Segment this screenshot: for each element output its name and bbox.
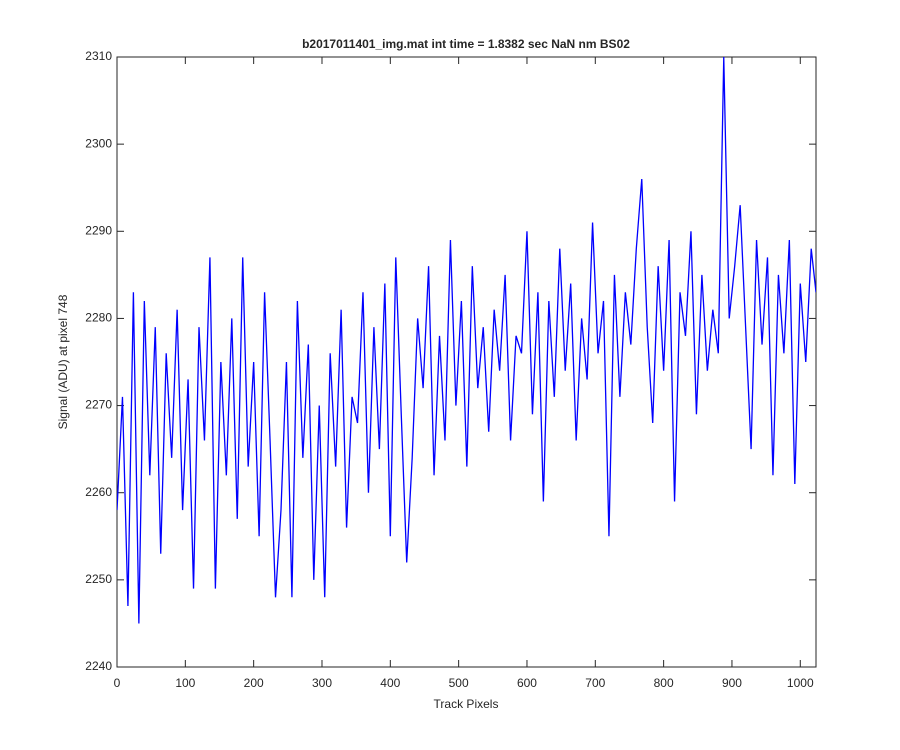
- x-tick-label: 800: [654, 676, 674, 690]
- x-tick-label: 300: [312, 676, 332, 690]
- y-tick-label: 2290: [85, 223, 112, 237]
- x-tick-label: 700: [585, 676, 605, 690]
- y-tick-label: 2270: [85, 398, 112, 412]
- y-tick-label: 2260: [85, 485, 112, 499]
- x-tick-label: 900: [722, 676, 742, 690]
- y-tick-label: 2280: [85, 311, 112, 325]
- x-tick-label: 400: [380, 676, 400, 690]
- plot-area: [116, 56, 817, 668]
- y-tick-label: 2250: [85, 572, 112, 586]
- chart-title: b2017011401_img.mat int time = 1.8382 se…: [302, 37, 630, 51]
- x-tick-label: 1000: [787, 676, 814, 690]
- data-line: [117, 57, 816, 624]
- x-tick-label: 200: [244, 676, 264, 690]
- y-tick-label: 2240: [85, 659, 112, 673]
- x-tick-label: 100: [175, 676, 195, 690]
- x-tick-label: 600: [517, 676, 537, 690]
- y-tick-label: 2300: [85, 136, 112, 150]
- y-tick-label: 2310: [85, 49, 112, 63]
- y-axis-label: Signal (ADU) at pixel 748: [56, 294, 70, 429]
- x-tick-label: 0: [114, 676, 121, 690]
- x-axis-label: Track Pixels: [434, 697, 499, 711]
- x-tick-label: 500: [449, 676, 469, 690]
